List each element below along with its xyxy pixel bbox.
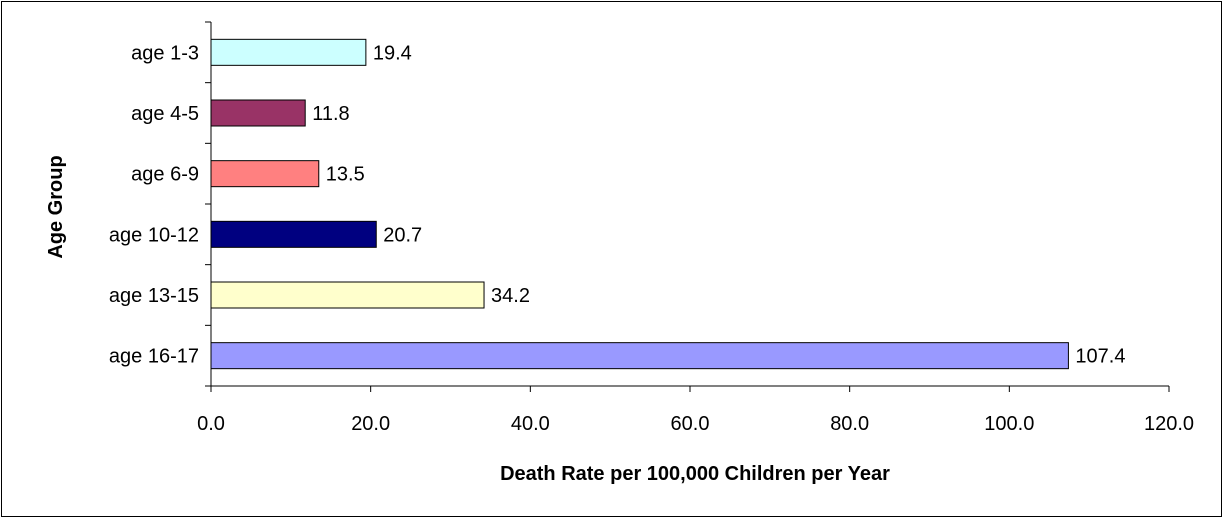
data-label: 107.4 xyxy=(1075,346,1125,368)
bar xyxy=(210,38,367,66)
bars-layer xyxy=(210,38,1069,370)
data-label: 20.7 xyxy=(383,224,422,246)
y-tick-label: age 16-17 xyxy=(109,346,199,368)
bar xyxy=(210,281,485,309)
labels-layer: age 1-3 19.4 age 4-5 11.8 age 6-9 13.5 age 10-… xyxy=(109,42,1194,435)
bar xyxy=(210,160,320,188)
x-tick-label: 80.0 xyxy=(830,413,869,435)
bar xyxy=(210,220,377,248)
x-tick-label: 120.0 xyxy=(1144,413,1194,435)
x-tick-label: 60.0 xyxy=(671,413,710,435)
x-tick-label: 40.0 xyxy=(511,413,550,435)
y-tick-label: age 1-3 xyxy=(131,42,199,64)
x-tick-label: 20.0 xyxy=(351,413,390,435)
bar xyxy=(210,342,1069,370)
y-tick-label: age 6-9 xyxy=(131,164,199,186)
y-tick-label: age 10-12 xyxy=(109,224,199,246)
y-tick-label: age 4-5 xyxy=(131,103,199,125)
data-label: 19.4 xyxy=(373,42,412,64)
x-axis-title: Death Rate per 100,000 Children per Year xyxy=(500,463,890,485)
data-label: 34.2 xyxy=(491,285,530,307)
data-label: 13.5 xyxy=(326,164,365,186)
bar xyxy=(210,99,306,127)
x-tick-label: 100.0 xyxy=(984,413,1034,435)
y-axis-title: Age Group xyxy=(45,155,67,258)
y-tick-label: age 13-15 xyxy=(109,285,199,307)
x-tick-label: 0.0 xyxy=(197,413,225,435)
ticks-layer xyxy=(205,21,1170,392)
axes-layer xyxy=(210,22,1169,387)
data-label: 11.8 xyxy=(312,103,349,125)
